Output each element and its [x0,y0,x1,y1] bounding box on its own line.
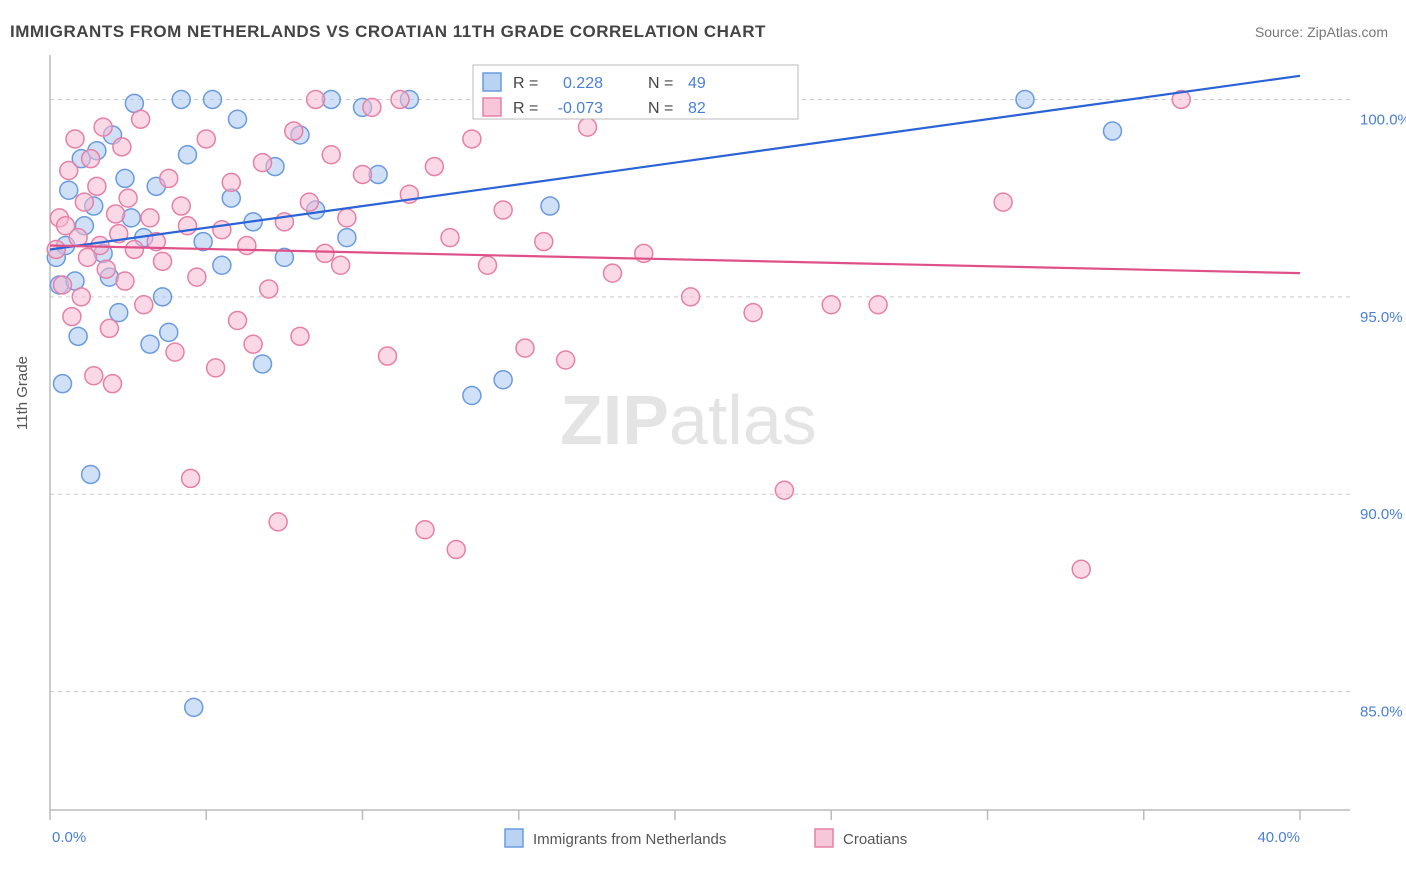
svg-text:0.228: 0.228 [563,75,603,92]
svg-text:0.0%: 0.0% [52,829,86,846]
svg-text:49: 49 [688,75,706,92]
correlation-chart: 85.0% 90.0% 95.0% 100.0% 0.0% 40.0% R = 0.228 N … [0,0,1406,892]
svg-text:R =: R = [513,75,538,92]
svg-text:N =: N = [648,75,673,92]
svg-text:N =: N = [648,100,673,117]
svg-text:85.0%: 85.0% [1360,704,1403,721]
svg-text:100.0%: 100.0% [1360,111,1406,128]
svg-text:-0.073: -0.073 [558,100,603,117]
svg-text:R =: R = [513,100,538,117]
svg-text:82: 82 [688,100,706,117]
svg-text:90.0%: 90.0% [1360,506,1403,523]
svg-text:95.0%: 95.0% [1360,309,1403,326]
svg-text:Croatians: Croatians [843,831,907,848]
svg-text:Immigrants from Netherlands: Immigrants from Netherlands [533,831,726,848]
svg-text:40.0%: 40.0% [1257,829,1300,846]
